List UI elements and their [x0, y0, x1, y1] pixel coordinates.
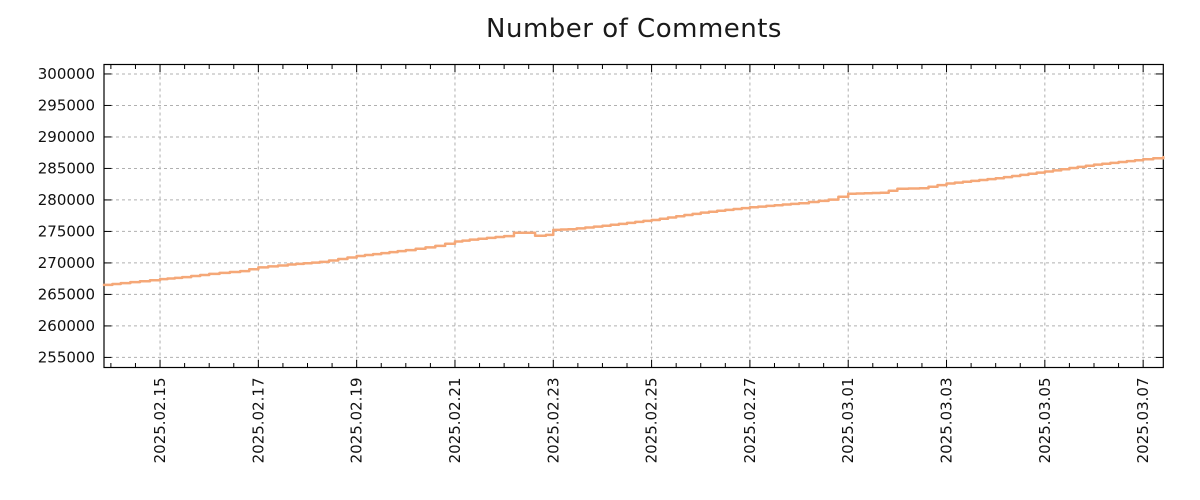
x-tick-label: 2025.02.21 — [446, 378, 464, 464]
y-tick-label: 255000 — [38, 348, 95, 366]
y-tick-label: 285000 — [38, 159, 95, 177]
y-tick-label: 275000 — [38, 222, 95, 240]
x-tick-label: 2025.02.17 — [249, 378, 267, 464]
y-tick-label: 260000 — [38, 317, 95, 335]
y-tick-label: 265000 — [38, 285, 95, 303]
chart-title: Number of Comments — [486, 14, 782, 44]
x-tick-label: 2025.03.01 — [839, 378, 857, 464]
x-tick-label: 2025.02.15 — [151, 378, 169, 464]
x-tick-label: 2025.03.07 — [1134, 378, 1152, 464]
y-tick-label: 290000 — [38, 128, 95, 146]
x-tick-label: 2025.03.05 — [1036, 378, 1054, 464]
y-tick-label: 280000 — [38, 191, 95, 209]
x-tick-label: 2025.03.03 — [938, 378, 956, 464]
y-tick-label: 270000 — [38, 254, 95, 272]
y-tick-label: 295000 — [38, 96, 95, 114]
y-tick-label: 300000 — [38, 65, 95, 83]
x-tick-label: 2025.02.25 — [643, 378, 661, 464]
x-tick-label: 2025.02.19 — [348, 378, 366, 464]
x-tick-label: 2025.02.23 — [544, 378, 562, 464]
axis-frame — [103, 63, 1164, 369]
comments-series-line — [102, 155, 1165, 287]
x-tick-label: 2025.02.27 — [741, 378, 759, 464]
